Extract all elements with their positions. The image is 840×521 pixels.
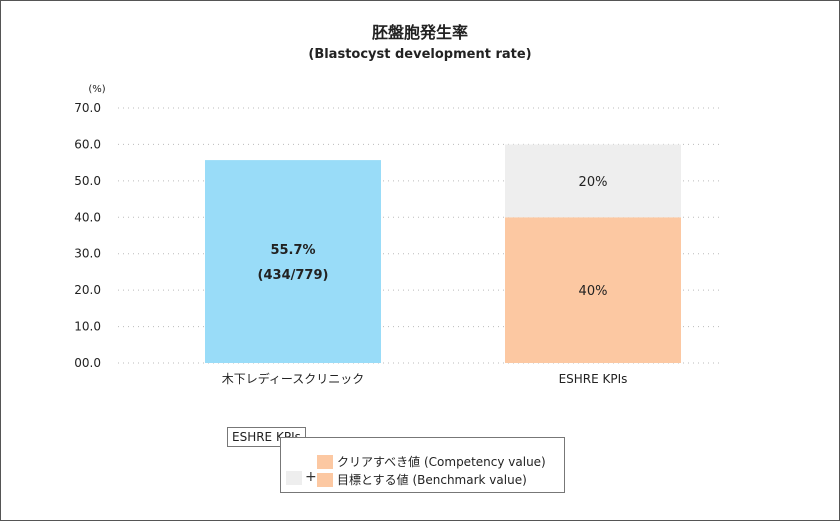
- legend-item-competency: クリアすべき値 (Competency value): [317, 453, 546, 470]
- x-category-label: ESHRE KPIs: [559, 372, 628, 386]
- y-tick-label: 00.0: [74, 356, 101, 370]
- legend-label-benchmark: 目標とする値 (Benchmark value): [337, 473, 527, 487]
- bar-value-label: 55.7%: [270, 243, 315, 258]
- bar-segment: [505, 217, 681, 363]
- y-tick-label: 30.0: [74, 247, 101, 261]
- legend-label-competency: クリアすべき値 (Competency value): [337, 455, 546, 469]
- chart-subtitle: (Blastocyst development rate): [308, 47, 531, 62]
- legend-item-benchmark: 目標とする値 (Benchmark value): [317, 471, 527, 488]
- legend-box: クリアすべき値 (Competency value) + 目標とする値 (Ben…: [280, 437, 565, 493]
- x-category-label: 木下レディースクリニック: [222, 371, 365, 386]
- y-tick-label: 70.0: [74, 101, 101, 115]
- legend-swatch-extra: [286, 471, 302, 485]
- bar-value-label: 40%: [579, 284, 608, 299]
- chart-title: 胚盤胞発生率: [372, 23, 468, 42]
- y-tick-label: 20.0: [74, 283, 101, 297]
- legend-plus: +: [305, 469, 317, 485]
- y-tick-label: 60.0: [74, 137, 101, 151]
- bar-segment: [505, 144, 681, 218]
- legend-swatch-benchmark: [317, 472, 333, 487]
- bar-value-label: (434/779): [258, 268, 329, 283]
- legend-swatch-competency: [317, 454, 333, 469]
- y-tick-label: 10.0: [74, 320, 101, 334]
- bar-value-label: 20%: [579, 175, 608, 190]
- y-tick-label: 50.0: [74, 174, 101, 188]
- y-axis-unit: (%): [88, 84, 105, 95]
- bar-segment: [205, 160, 381, 363]
- y-tick-label: 40.0: [74, 210, 101, 224]
